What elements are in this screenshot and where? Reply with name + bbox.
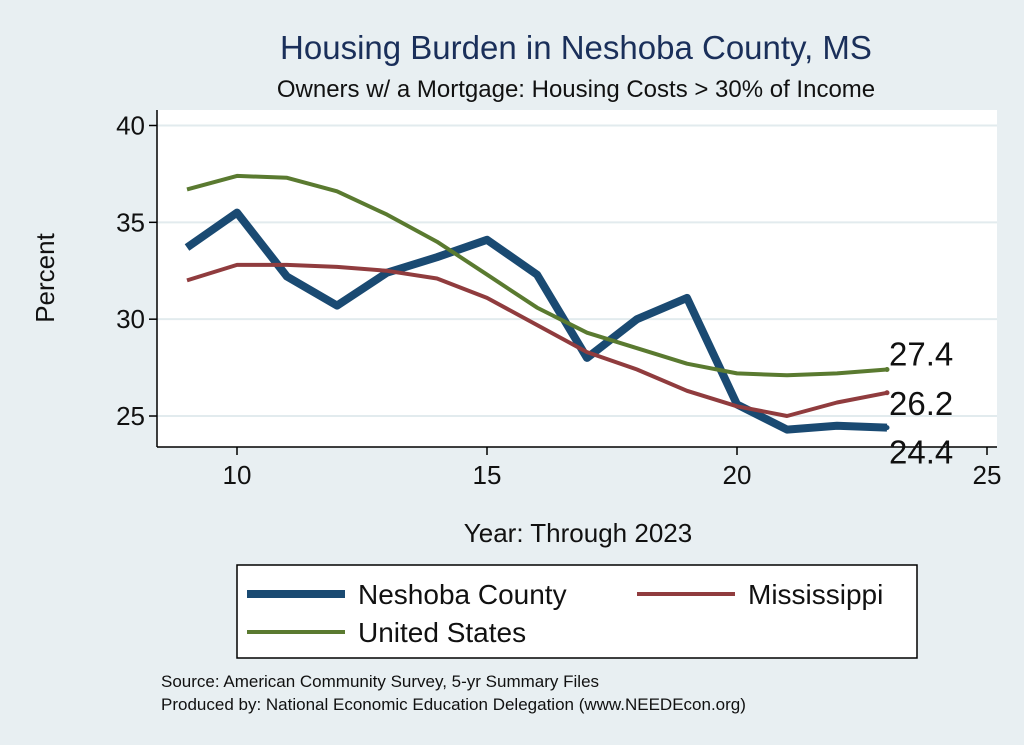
x-tick-label: 20 [723, 460, 752, 490]
y-tick-label: 40 [116, 110, 145, 140]
end-label-neshoba-county: 24.4 [889, 434, 953, 471]
x-tick-label: 10 [223, 460, 252, 490]
x-tick-label: 15 [473, 460, 502, 490]
y-tick-label: 25 [116, 401, 145, 431]
source-note: Source: American Community Survey, 5-yr … [161, 672, 599, 691]
axes: 25 30 35 40 10 15 20 25 [116, 110, 1001, 490]
legend-label-neshoba-county: Neshoba County [358, 579, 567, 610]
series-line-united-states [186, 173, 888, 378]
series-line-neshoba-county [184, 208, 888, 434]
end-label-mississippi: 26.2 [889, 385, 953, 422]
chart-title: Housing Burden in Neshoba County, MS [280, 29, 872, 66]
y-axis-label: Percent [30, 232, 60, 322]
series-lines [184, 173, 890, 434]
y-tick-label: 30 [116, 304, 145, 334]
chart-subtitle: Owners w/ a Mortgage: Housing Costs > 30… [277, 76, 875, 103]
series-end-point [884, 390, 890, 396]
end-label-united-states: 27.4 [889, 336, 953, 373]
legend-label-united-states: United States [358, 617, 526, 648]
series-end-point [884, 425, 890, 431]
legend-box [236, 564, 918, 659]
x-axis-label: Year: Through 2023 [464, 518, 692, 548]
legend-label-mississippi: Mississippi [748, 579, 883, 610]
producer-note: Produced by: National Economic Education… [161, 695, 746, 714]
series-end-point [884, 367, 890, 373]
series-line-mississippi [186, 262, 888, 418]
y-tick-label: 35 [116, 207, 145, 237]
x-tick-label: 25 [973, 460, 1002, 490]
legend: Neshoba County Mississippi United States [236, 564, 918, 659]
gridlines [157, 124, 997, 418]
end-labels: 24.4 26.2 27.4 [889, 336, 953, 471]
